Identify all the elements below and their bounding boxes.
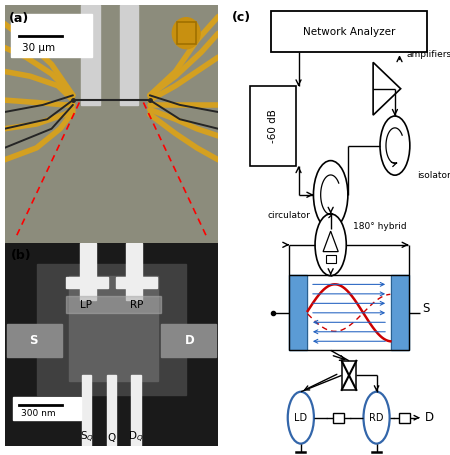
Bar bbox=[289, 275, 306, 350]
Bar bbox=[36, 263, 186, 395]
Circle shape bbox=[288, 392, 314, 444]
Bar bbox=[342, 361, 356, 390]
Bar bbox=[176, 22, 196, 44]
Text: isolator: isolator bbox=[417, 171, 450, 180]
Text: 300 nm: 300 nm bbox=[22, 409, 56, 418]
Bar bbox=[131, 375, 141, 446]
Bar bbox=[120, 5, 138, 105]
Bar bbox=[289, 275, 409, 350]
Bar bbox=[82, 375, 91, 446]
Text: LP: LP bbox=[80, 300, 92, 310]
Text: D: D bbox=[184, 334, 194, 347]
Text: circulator: circulator bbox=[268, 211, 310, 220]
Bar bbox=[289, 275, 306, 350]
Text: S: S bbox=[423, 302, 430, 315]
Bar bbox=[7, 324, 62, 357]
Text: -60 dB: -60 dB bbox=[268, 109, 278, 143]
Text: 30 μm: 30 μm bbox=[22, 43, 55, 52]
Text: D$_Q$: D$_Q$ bbox=[128, 430, 144, 445]
Text: Q: Q bbox=[107, 433, 116, 443]
Bar bbox=[67, 277, 108, 288]
Circle shape bbox=[380, 116, 410, 175]
Text: amplifiers: amplifiers bbox=[406, 50, 450, 59]
Bar bbox=[13, 397, 81, 420]
Text: LD: LD bbox=[294, 413, 307, 423]
Bar bbox=[68, 276, 158, 381]
Text: RP: RP bbox=[130, 300, 144, 310]
Circle shape bbox=[364, 392, 390, 444]
Text: 180° hybrid: 180° hybrid bbox=[353, 222, 407, 231]
Bar bbox=[250, 86, 296, 166]
Bar bbox=[116, 277, 158, 288]
Text: Network Analyzer: Network Analyzer bbox=[303, 27, 395, 37]
Bar bbox=[271, 11, 427, 52]
Text: S: S bbox=[29, 334, 38, 347]
Text: (a): (a) bbox=[9, 12, 29, 25]
Circle shape bbox=[314, 161, 348, 229]
Bar bbox=[126, 243, 142, 300]
Bar bbox=[161, 324, 216, 357]
Text: (b): (b) bbox=[11, 249, 32, 263]
Text: (c): (c) bbox=[232, 11, 251, 25]
Circle shape bbox=[172, 18, 200, 49]
Circle shape bbox=[315, 214, 346, 276]
Polygon shape bbox=[373, 62, 400, 115]
Bar bbox=[326, 255, 336, 263]
Polygon shape bbox=[323, 231, 338, 252]
Bar bbox=[67, 296, 161, 313]
Bar bbox=[81, 5, 99, 105]
Bar bbox=[392, 275, 409, 350]
Bar bbox=[392, 275, 409, 350]
Text: RD: RD bbox=[369, 413, 384, 423]
Text: D: D bbox=[424, 411, 433, 424]
Bar bbox=[400, 413, 410, 423]
Bar bbox=[81, 243, 96, 300]
Bar bbox=[11, 14, 92, 57]
Text: S$_Q$: S$_Q$ bbox=[80, 430, 94, 445]
Bar bbox=[333, 413, 344, 423]
Bar bbox=[107, 375, 116, 446]
